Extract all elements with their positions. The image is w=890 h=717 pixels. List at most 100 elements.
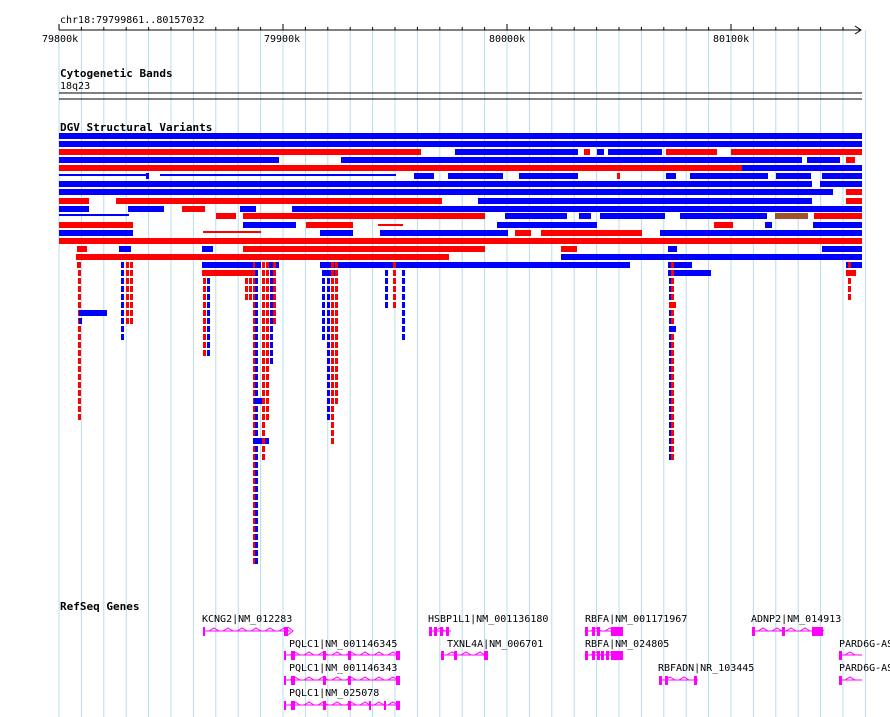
sv-bar: [253, 438, 269, 444]
sv-bar: [671, 358, 674, 364]
gene-label-rbfa-a[interactable]: RBFA|NM_001171967: [585, 614, 688, 625]
sv-bar: [393, 278, 396, 284]
gene-rbfa-b: [585, 651, 623, 660]
sv-bar: [671, 278, 674, 284]
sv-bar: [393, 262, 396, 268]
sv-bar: [160, 174, 396, 176]
gene-exon: [782, 627, 785, 636]
sv-bar: [78, 406, 81, 412]
gene-label-pqlc1-c[interactable]: PQLC1|NM_025078: [289, 688, 380, 699]
sv-bar: [385, 302, 388, 308]
sv-bar: [255, 510, 258, 516]
sv-bar: [669, 398, 672, 404]
sv-bar: [393, 302, 396, 308]
sv-bar: [335, 350, 338, 356]
cytoband-ideogram[interactable]: [0, 90, 890, 104]
dgv-variants-plot[interactable]: [0, 0, 890, 600]
sv-bar: [59, 174, 146, 176]
sv-bar: [254, 398, 264, 404]
sv-bar: [266, 366, 269, 372]
gene-label-pqlc1-b[interactable]: PQLC1|NM_001146343: [289, 663, 398, 674]
sv-bar: [515, 230, 531, 236]
sv-bar: [262, 286, 265, 292]
sv-bar: [270, 350, 273, 356]
sv-bar: [59, 149, 421, 155]
sv-bar: [203, 286, 206, 292]
gene-label-pard6g-as1-a[interactable]: PARD6G-AS1: [839, 639, 890, 650]
cytoband-track-title[interactable]: Cytogenetic Bands: [60, 67, 173, 80]
sv-bar: [253, 446, 256, 452]
sv-bar: [126, 286, 129, 292]
refseq-track-title[interactable]: RefSeq Genes: [60, 600, 140, 613]
sv-bar: [130, 318, 133, 324]
gene-exon: [611, 627, 623, 636]
sv-bar: [207, 286, 210, 292]
sv-bar: [848, 262, 851, 268]
sv-bar: [669, 366, 672, 372]
gene-label-kcng2[interactable]: KCNG2|NM_012283: [202, 614, 293, 625]
sv-bar: [327, 342, 330, 348]
gene-label-rbfadn[interactable]: RBFADN|NR_103445: [658, 663, 755, 674]
sv-bar: [59, 189, 833, 195]
gene-chevron: [373, 676, 385, 681]
sv-bar: [505, 213, 567, 219]
sv-bar: [255, 382, 258, 388]
sv-bar: [414, 173, 434, 179]
gene-exon: [291, 676, 295, 685]
gene-chevron: [373, 651, 385, 656]
sv-bar: [78, 342, 81, 348]
sv-bar: [77, 262, 81, 268]
sv-bar: [331, 390, 334, 396]
sv-bar: [335, 398, 338, 404]
sv-bar: [669, 310, 672, 316]
gene-label-txnl4a[interactable]: TXNL4A|NM_006701: [447, 639, 544, 650]
gene-label-pard6g-as1-b[interactable]: PARD6G-AS1: [839, 663, 890, 674]
sv-bar: [270, 310, 273, 316]
gene-exon: [597, 627, 600, 636]
dgv-track-title[interactable]: DGV Structural Variants: [60, 121, 213, 134]
sv-bar: [327, 286, 330, 292]
sv-bar: [59, 230, 133, 236]
sv-bar: [341, 157, 802, 163]
sv-bar: [327, 366, 330, 372]
sv-bar: [270, 270, 273, 276]
gene-pard6g-as1-a: [839, 651, 862, 660]
sv-bar: [253, 358, 256, 364]
sv-bar: [202, 262, 261, 268]
sv-bar: [255, 534, 258, 540]
gene-label-pqlc1-a[interactable]: PQLC1|NM_001146345: [289, 639, 398, 650]
sv-bar: [331, 398, 334, 404]
sv-bar: [78, 374, 81, 380]
sv-bar: [262, 278, 265, 284]
sv-bar: [331, 374, 334, 380]
sv-bar: [671, 342, 674, 348]
sv-bar: [671, 446, 674, 452]
sv-bar: [255, 310, 258, 316]
sv-bar: [253, 310, 256, 316]
sv-bar: [78, 382, 81, 388]
gene-label-rbfa-b[interactable]: RBFA|NM_024805: [585, 639, 670, 650]
sv-bar: [78, 302, 81, 308]
sv-bar: [262, 358, 265, 364]
sv-bar: [331, 382, 334, 388]
gene-label-adnp2[interactable]: ADNP2|NM_014913: [751, 614, 842, 625]
sv-bar: [848, 270, 851, 276]
gene-rbfadn: [659, 676, 698, 685]
sv-bar: [262, 342, 265, 348]
gene-chevron: [236, 627, 248, 632]
sv-bar: [203, 278, 206, 284]
gene-exon: [665, 676, 668, 685]
gene-exon: [585, 627, 588, 636]
sv-bar: [59, 206, 89, 212]
sv-bar: [671, 286, 674, 292]
sv-bar: [306, 222, 353, 228]
sv-bar: [331, 334, 334, 340]
sv-bar: [402, 318, 405, 324]
gene-chevron: [474, 651, 486, 656]
gene-label-hsbp1l1[interactable]: HSBP1L1|NM_001136180: [428, 614, 549, 625]
sv-bar: [669, 406, 672, 412]
sv-bar: [207, 310, 210, 316]
sv-bar: [669, 374, 672, 380]
sv-bar: [497, 222, 597, 228]
